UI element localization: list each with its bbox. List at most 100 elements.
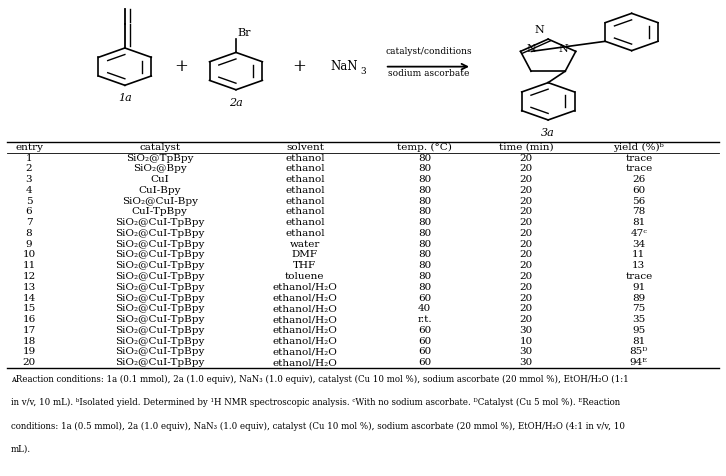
Text: SiO₂@CuI-TpBpy: SiO₂@CuI-TpBpy bbox=[115, 283, 205, 292]
Text: 81: 81 bbox=[632, 218, 645, 227]
Text: 85ᴰ: 85ᴰ bbox=[629, 347, 648, 357]
Text: 30: 30 bbox=[520, 358, 533, 367]
Text: 20: 20 bbox=[520, 175, 533, 184]
Text: SiO₂@CuI-TpBpy: SiO₂@CuI-TpBpy bbox=[115, 229, 205, 238]
Text: SiO₂@CuI-TpBpy: SiO₂@CuI-TpBpy bbox=[115, 337, 205, 346]
Text: ethanol: ethanol bbox=[285, 153, 325, 162]
Text: 20: 20 bbox=[520, 164, 533, 173]
Text: ethanol: ethanol bbox=[285, 229, 325, 238]
Text: 2a: 2a bbox=[229, 98, 242, 108]
Text: 2: 2 bbox=[25, 164, 33, 173]
Text: 6: 6 bbox=[25, 208, 33, 217]
Text: CuI-Bpy: CuI-Bpy bbox=[139, 186, 181, 195]
Text: 20: 20 bbox=[520, 186, 533, 195]
Text: N: N bbox=[526, 44, 536, 54]
Text: 91: 91 bbox=[632, 283, 645, 292]
Text: DMF: DMF bbox=[292, 250, 318, 259]
Text: SiO₂@TpBpy: SiO₂@TpBpy bbox=[126, 153, 193, 162]
Text: CuI: CuI bbox=[150, 175, 169, 184]
Text: 40: 40 bbox=[418, 304, 431, 313]
Text: SiO₂@CuI-TpBpy: SiO₂@CuI-TpBpy bbox=[115, 261, 205, 270]
Text: 7: 7 bbox=[25, 218, 33, 227]
Text: trace: trace bbox=[625, 272, 653, 281]
Text: 80: 80 bbox=[418, 218, 431, 227]
Text: N: N bbox=[559, 44, 568, 54]
Text: 80: 80 bbox=[418, 208, 431, 217]
Text: THF: THF bbox=[293, 261, 317, 270]
Text: 19: 19 bbox=[23, 347, 36, 357]
Text: time (min): time (min) bbox=[499, 143, 554, 152]
Text: 80: 80 bbox=[418, 272, 431, 281]
Text: 30: 30 bbox=[520, 326, 533, 335]
Text: SiO₂@CuI-TpBpy: SiO₂@CuI-TpBpy bbox=[115, 315, 205, 324]
Text: 11: 11 bbox=[23, 261, 36, 270]
Text: 8: 8 bbox=[25, 229, 33, 238]
Text: 10: 10 bbox=[23, 250, 36, 259]
Text: 20: 20 bbox=[520, 294, 533, 303]
Text: 18: 18 bbox=[23, 337, 36, 346]
Text: ᴀReaction conditions: 1a (0.1 mmol), 2a (1.0 equiv), NaN₃ (1.0 equiv), catalyst : ᴀReaction conditions: 1a (0.1 mmol), 2a … bbox=[11, 375, 629, 384]
Text: 20: 20 bbox=[520, 304, 533, 313]
Text: NaN: NaN bbox=[330, 60, 358, 73]
Text: 26: 26 bbox=[632, 175, 645, 184]
Text: 17: 17 bbox=[23, 326, 36, 335]
Text: 80: 80 bbox=[418, 186, 431, 195]
Text: 80: 80 bbox=[418, 153, 431, 162]
Text: ethanol: ethanol bbox=[285, 218, 325, 227]
Text: SiO₂@CuI-TpBpy: SiO₂@CuI-TpBpy bbox=[115, 272, 205, 281]
Text: 34: 34 bbox=[632, 240, 645, 248]
Text: 20: 20 bbox=[520, 283, 533, 292]
Text: 1: 1 bbox=[25, 153, 33, 162]
Text: 4: 4 bbox=[25, 186, 33, 195]
Text: ethanol/H₂O: ethanol/H₂O bbox=[272, 358, 338, 367]
Text: catalyst: catalyst bbox=[139, 143, 180, 152]
Text: 35: 35 bbox=[632, 315, 645, 324]
Text: solvent: solvent bbox=[286, 143, 324, 152]
Text: 60: 60 bbox=[632, 186, 645, 195]
Text: 20: 20 bbox=[520, 218, 533, 227]
Text: 3a: 3a bbox=[542, 128, 555, 138]
Text: 80: 80 bbox=[418, 283, 431, 292]
Text: 47ᶜ: 47ᶜ bbox=[630, 229, 648, 238]
Text: 60: 60 bbox=[418, 358, 431, 367]
Text: yield (%)ᵇ: yield (%)ᵇ bbox=[613, 143, 664, 152]
Text: 10: 10 bbox=[520, 337, 533, 346]
Text: 13: 13 bbox=[23, 283, 36, 292]
Text: 20: 20 bbox=[520, 261, 533, 270]
Text: 89: 89 bbox=[632, 294, 645, 303]
Text: 3: 3 bbox=[25, 175, 33, 184]
Text: in v/v, 10 mL). ᵇIsolated yield. Determined by ¹H NMR spectroscopic analysis. ᶜW: in v/v, 10 mL). ᵇIsolated yield. Determi… bbox=[11, 398, 620, 407]
Text: 20: 20 bbox=[520, 240, 533, 248]
Text: 80: 80 bbox=[418, 250, 431, 259]
Text: 11: 11 bbox=[632, 250, 645, 259]
Text: ethanol/H₂O: ethanol/H₂O bbox=[272, 326, 338, 335]
Text: ethanol: ethanol bbox=[285, 164, 325, 173]
Text: +: + bbox=[292, 58, 306, 75]
Text: 60: 60 bbox=[418, 326, 431, 335]
Text: 20: 20 bbox=[520, 197, 533, 206]
Text: ethanol/H₂O: ethanol/H₂O bbox=[272, 304, 338, 313]
Text: Br: Br bbox=[237, 28, 251, 38]
Text: 80: 80 bbox=[418, 164, 431, 173]
Text: 30: 30 bbox=[520, 347, 533, 357]
Text: 60: 60 bbox=[418, 294, 431, 303]
Text: 78: 78 bbox=[632, 208, 645, 217]
Text: 20: 20 bbox=[520, 208, 533, 217]
Text: r.t.: r.t. bbox=[417, 315, 432, 324]
Text: 80: 80 bbox=[418, 261, 431, 270]
Text: SiO₂@CuI-TpBpy: SiO₂@CuI-TpBpy bbox=[115, 218, 205, 227]
Text: 80: 80 bbox=[418, 240, 431, 248]
Text: 12: 12 bbox=[23, 272, 36, 281]
Text: 16: 16 bbox=[23, 315, 36, 324]
Text: SiO₂@CuI-TpBpy: SiO₂@CuI-TpBpy bbox=[115, 347, 205, 357]
Text: 9: 9 bbox=[25, 240, 33, 248]
Text: trace: trace bbox=[625, 153, 653, 162]
Text: 56: 56 bbox=[632, 197, 645, 206]
Text: ethanol: ethanol bbox=[285, 208, 325, 217]
Text: SiO₂@CuI-Bpy: SiO₂@CuI-Bpy bbox=[122, 197, 197, 206]
Text: 60: 60 bbox=[418, 337, 431, 346]
Text: +: + bbox=[174, 58, 189, 75]
Text: 20: 20 bbox=[23, 358, 36, 367]
Text: toluene: toluene bbox=[285, 272, 325, 281]
Text: SiO₂@CuI-TpBpy: SiO₂@CuI-TpBpy bbox=[115, 304, 205, 313]
